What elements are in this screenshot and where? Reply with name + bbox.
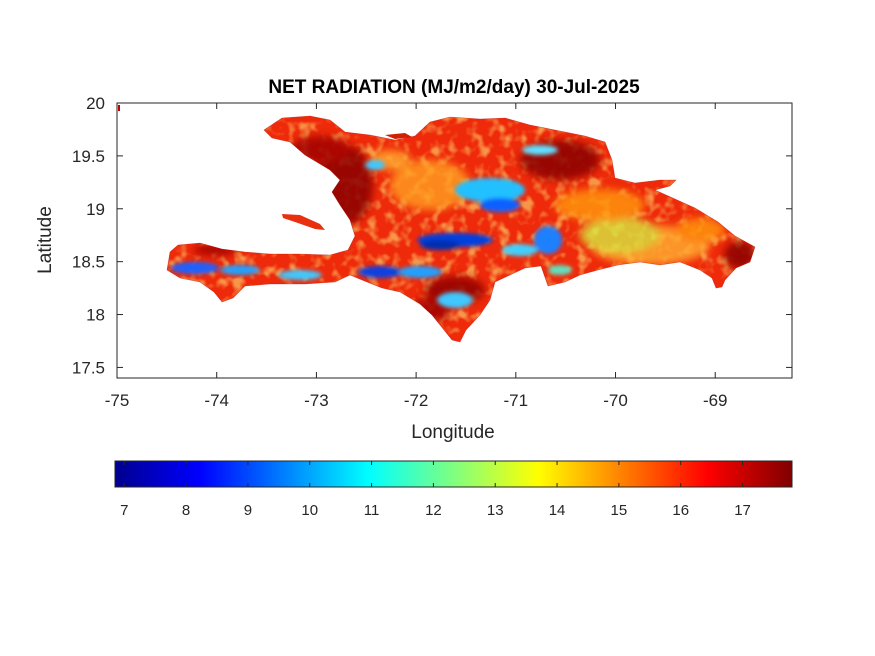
colorbar-tick-label: 16 [672,502,689,519]
colorbar-tick-label: 15 [611,502,628,519]
colorbar-tick-label: 10 [301,502,318,519]
x-tick-label: -71 [504,391,529,410]
x-tick-label: -74 [204,391,229,410]
colorbar-tick-label: 8 [182,502,190,519]
y-tick-label: 18.5 [72,253,105,272]
y-tick-label: 20 [86,94,105,113]
x-tick-label: -69 [703,391,728,410]
gonave-island [282,214,325,230]
colorbar-gradient [114,460,793,488]
colorbar-tick-label: 12 [425,502,442,519]
x-tick-label: -75 [105,391,130,410]
x-tick-label: -73 [304,391,329,410]
y-axis: 17.5 18 18.5 19 19.5 20 [72,94,792,377]
x-tick-label: -72 [404,391,429,410]
colorbar-tick-label: 7 [120,502,128,519]
colorbar-tick-label: 13 [487,502,504,519]
y-tick-label: 19 [86,200,105,219]
tortuga-island [385,133,412,139]
y-tick-label: 19.5 [72,147,105,166]
x-axis-label: Longitude [411,422,494,443]
chart-title: NET RADIATION (MJ/m2/day) 30-Jul-2025 [268,77,640,98]
colorbar-tick-label: 17 [734,502,751,519]
colorbar-tick-label: 14 [549,502,566,519]
x-axis: -75 -74 -73 -72 -71 -70 -69 [105,103,728,410]
y-axis-label: Latitude [35,206,56,274]
colorbar-ticks: 7 8 9 10 11 12 13 14 15 16 17 [120,461,751,519]
y-tick-label: 17.5 [72,358,105,377]
colorbar-tick-label: 11 [364,502,380,519]
colorbar-tick-label: 9 [244,502,252,519]
colorbar: 7 8 9 10 11 12 13 14 15 16 17 [114,460,793,519]
y-tick-label: 18 [86,306,105,325]
x-tick-label: -70 [603,391,628,410]
